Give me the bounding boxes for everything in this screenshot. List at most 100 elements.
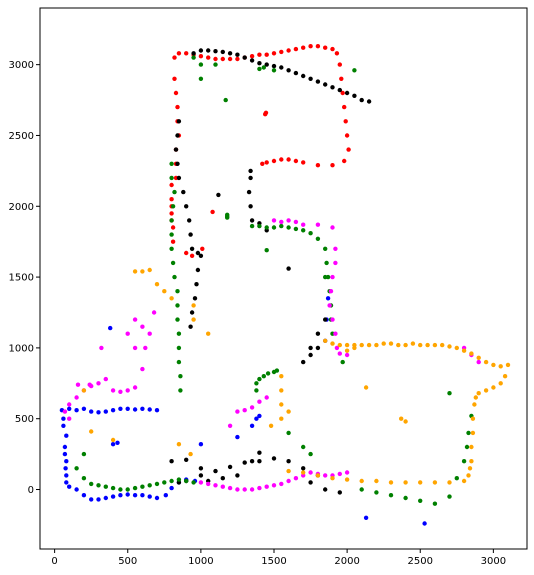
point-s5-50 <box>469 459 474 464</box>
point-s4-50 <box>235 487 240 492</box>
point-s4-10 <box>132 385 138 390</box>
point-s3-5 <box>223 97 228 103</box>
point-s0-4 <box>89 409 94 414</box>
point-s2-21 <box>344 90 350 96</box>
y-tick-label: 0 <box>28 485 34 496</box>
point-s1-5 <box>206 55 211 60</box>
point-s2-24 <box>366 99 372 104</box>
point-s0-5 <box>96 410 101 415</box>
point-s1-61 <box>189 253 195 258</box>
point-s1-39 <box>264 160 269 165</box>
point-s4-32 <box>333 246 338 251</box>
point-s2-52 <box>301 359 306 365</box>
point-s1-37 <box>279 157 284 162</box>
point-s0-31 <box>140 493 145 498</box>
point-s3-69 <box>359 487 364 492</box>
point-s2-6 <box>235 52 240 57</box>
point-s3-71 <box>388 493 394 498</box>
point-s4-5 <box>96 381 101 386</box>
point-s2-32 <box>187 218 192 223</box>
point-s2-37 <box>195 267 201 273</box>
point-s2-9 <box>257 61 262 66</box>
point-s4-11 <box>140 366 145 372</box>
data-marks <box>59 44 511 526</box>
point-s2-12 <box>279 65 284 70</box>
point-s0-1 <box>67 406 72 411</box>
point-s5-43 <box>483 388 489 393</box>
point-s1-53 <box>169 211 174 216</box>
point-s0-23 <box>81 493 87 498</box>
point-s4-54 <box>264 484 269 489</box>
point-s1-52 <box>169 197 174 202</box>
y-tick-label: 2500 <box>9 131 34 142</box>
x-tick-label: 3000 <box>481 556 506 567</box>
point-s1-14 <box>271 51 277 56</box>
point-s5-63 <box>315 473 321 478</box>
point-s4-24 <box>264 395 269 400</box>
point-s4-1 <box>67 402 72 407</box>
point-s5-64 <box>301 470 306 475</box>
point-s5-11 <box>110 437 116 443</box>
point-s3-12 <box>169 218 174 223</box>
point-s5-2 <box>147 267 152 273</box>
point-s2-23 <box>359 97 364 103</box>
point-s3-19 <box>175 317 180 322</box>
point-s3-74 <box>432 501 438 506</box>
point-s2-58 <box>184 457 189 462</box>
point-s1-33 <box>315 163 321 168</box>
point-s0-46 <box>235 434 240 440</box>
point-s5-32 <box>454 345 459 351</box>
point-s1-7 <box>220 56 225 62</box>
point-s1-38 <box>271 158 277 164</box>
point-s4-18 <box>151 310 157 315</box>
point-s1-59 <box>200 246 205 251</box>
point-s4-0 <box>62 409 68 414</box>
point-s5-3 <box>154 282 160 287</box>
point-s3-83 <box>261 65 266 70</box>
point-s3-1 <box>213 62 218 67</box>
point-s0-8 <box>118 406 123 411</box>
point-s1-44 <box>173 90 179 96</box>
point-s2-65 <box>286 459 291 464</box>
point-s1-58 <box>210 209 215 215</box>
point-s2-54 <box>315 345 321 351</box>
point-s2-1 <box>198 48 204 53</box>
point-s1-42 <box>263 110 269 116</box>
point-s5-13 <box>188 451 193 457</box>
point-s3-79 <box>466 430 471 436</box>
point-s2-59 <box>198 466 204 471</box>
point-s4-2 <box>74 395 79 400</box>
point-s4-60 <box>308 470 313 475</box>
point-s3-67 <box>184 478 189 484</box>
point-s3-17 <box>175 289 180 294</box>
point-s5-17 <box>344 342 350 348</box>
point-s5-10 <box>89 429 94 434</box>
point-s5-37 <box>491 362 496 368</box>
point-s3-8 <box>169 161 174 166</box>
point-s4-69 <box>99 345 104 351</box>
point-s4-22 <box>249 405 255 410</box>
point-s5-47 <box>470 416 476 421</box>
point-s3-30 <box>286 225 291 230</box>
point-s1-54 <box>170 225 176 230</box>
point-s2-53 <box>308 352 313 358</box>
point-s4-44 <box>476 359 481 365</box>
point-s5-19 <box>359 342 364 348</box>
point-s0-21 <box>67 484 72 489</box>
point-s3-4 <box>198 76 204 82</box>
point-s4-29 <box>301 222 306 227</box>
point-s0-19 <box>64 473 69 478</box>
point-s2-8 <box>249 58 255 63</box>
point-s3-50 <box>264 248 269 253</box>
point-s3-52 <box>74 466 79 471</box>
point-s4-31 <box>330 225 335 230</box>
point-s4-20 <box>235 409 240 414</box>
point-s3-42 <box>340 359 345 365</box>
point-s5-57 <box>403 480 408 485</box>
point-s0-9 <box>125 406 130 411</box>
point-s2-41 <box>188 324 193 329</box>
point-s1-27 <box>342 104 347 110</box>
point-s3-34 <box>315 236 321 241</box>
point-s5-65 <box>286 468 291 474</box>
point-s1-2 <box>184 51 189 56</box>
